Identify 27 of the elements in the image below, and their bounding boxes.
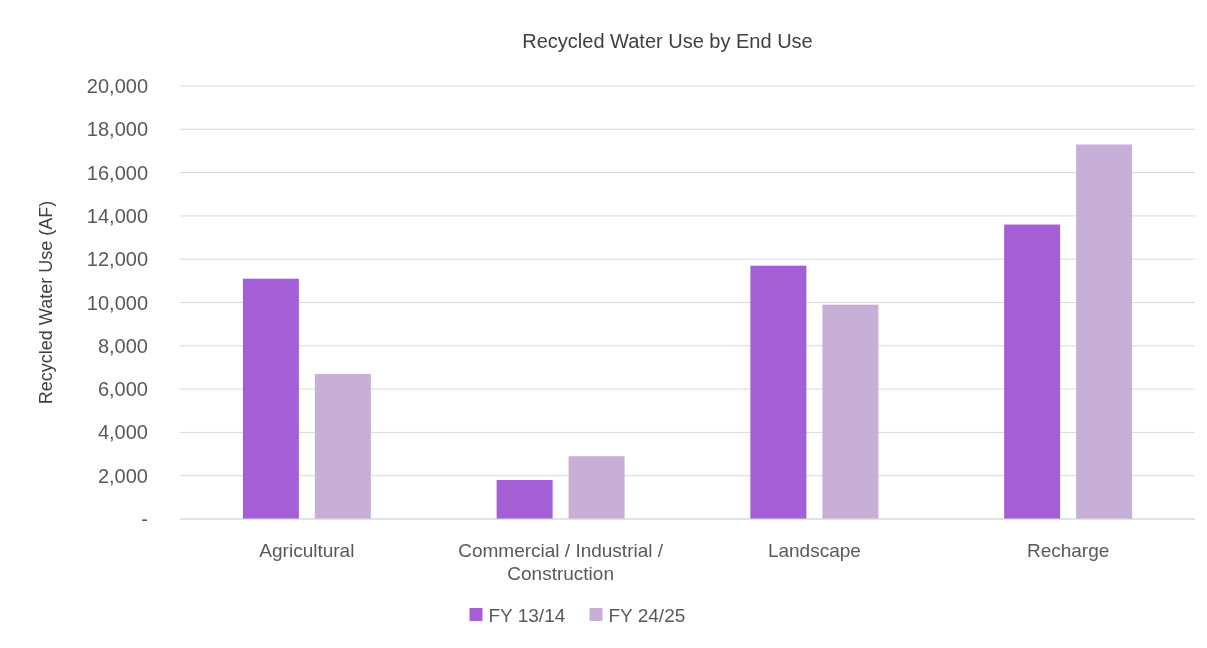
y-tick-label: 6,000 (97, 378, 148, 401)
y-tick-label: 12,000 (86, 248, 148, 271)
bar (750, 265, 807, 519)
y-tick-label: 18,000 (86, 118, 148, 141)
y-tick-label: - (141, 508, 148, 530)
x-tick-label: Landscape (767, 540, 861, 561)
y-tick-label: 14,000 (86, 204, 148, 227)
bar (314, 373, 371, 519)
y-axis-title: Recycled Water Use (AF) (36, 200, 56, 405)
y-tick-label: 8,000 (97, 334, 148, 357)
bar (1004, 224, 1061, 519)
x-tick-label: Agricultural (259, 540, 355, 561)
y-tick-label: 10,000 (86, 291, 148, 314)
bar (242, 278, 299, 519)
legend-label: FY 13/14 (488, 604, 566, 626)
bar (822, 304, 879, 519)
legend-label: FY 24/25 (608, 604, 686, 626)
bar (496, 480, 553, 519)
y-tick-label: 2,000 (97, 464, 148, 487)
chart-title: Recycled Water Use by End Use (522, 30, 813, 52)
x-tick-label: Commercial / Industrial / Construction (458, 540, 664, 584)
y-tick-label: 20,000 (86, 75, 148, 97)
y-tick-label: 4,000 (97, 421, 148, 444)
bar (1076, 144, 1133, 519)
x-tick-label: Recharge (1026, 540, 1110, 561)
y-tick-label: 16,000 (86, 161, 148, 184)
bar (568, 456, 625, 519)
